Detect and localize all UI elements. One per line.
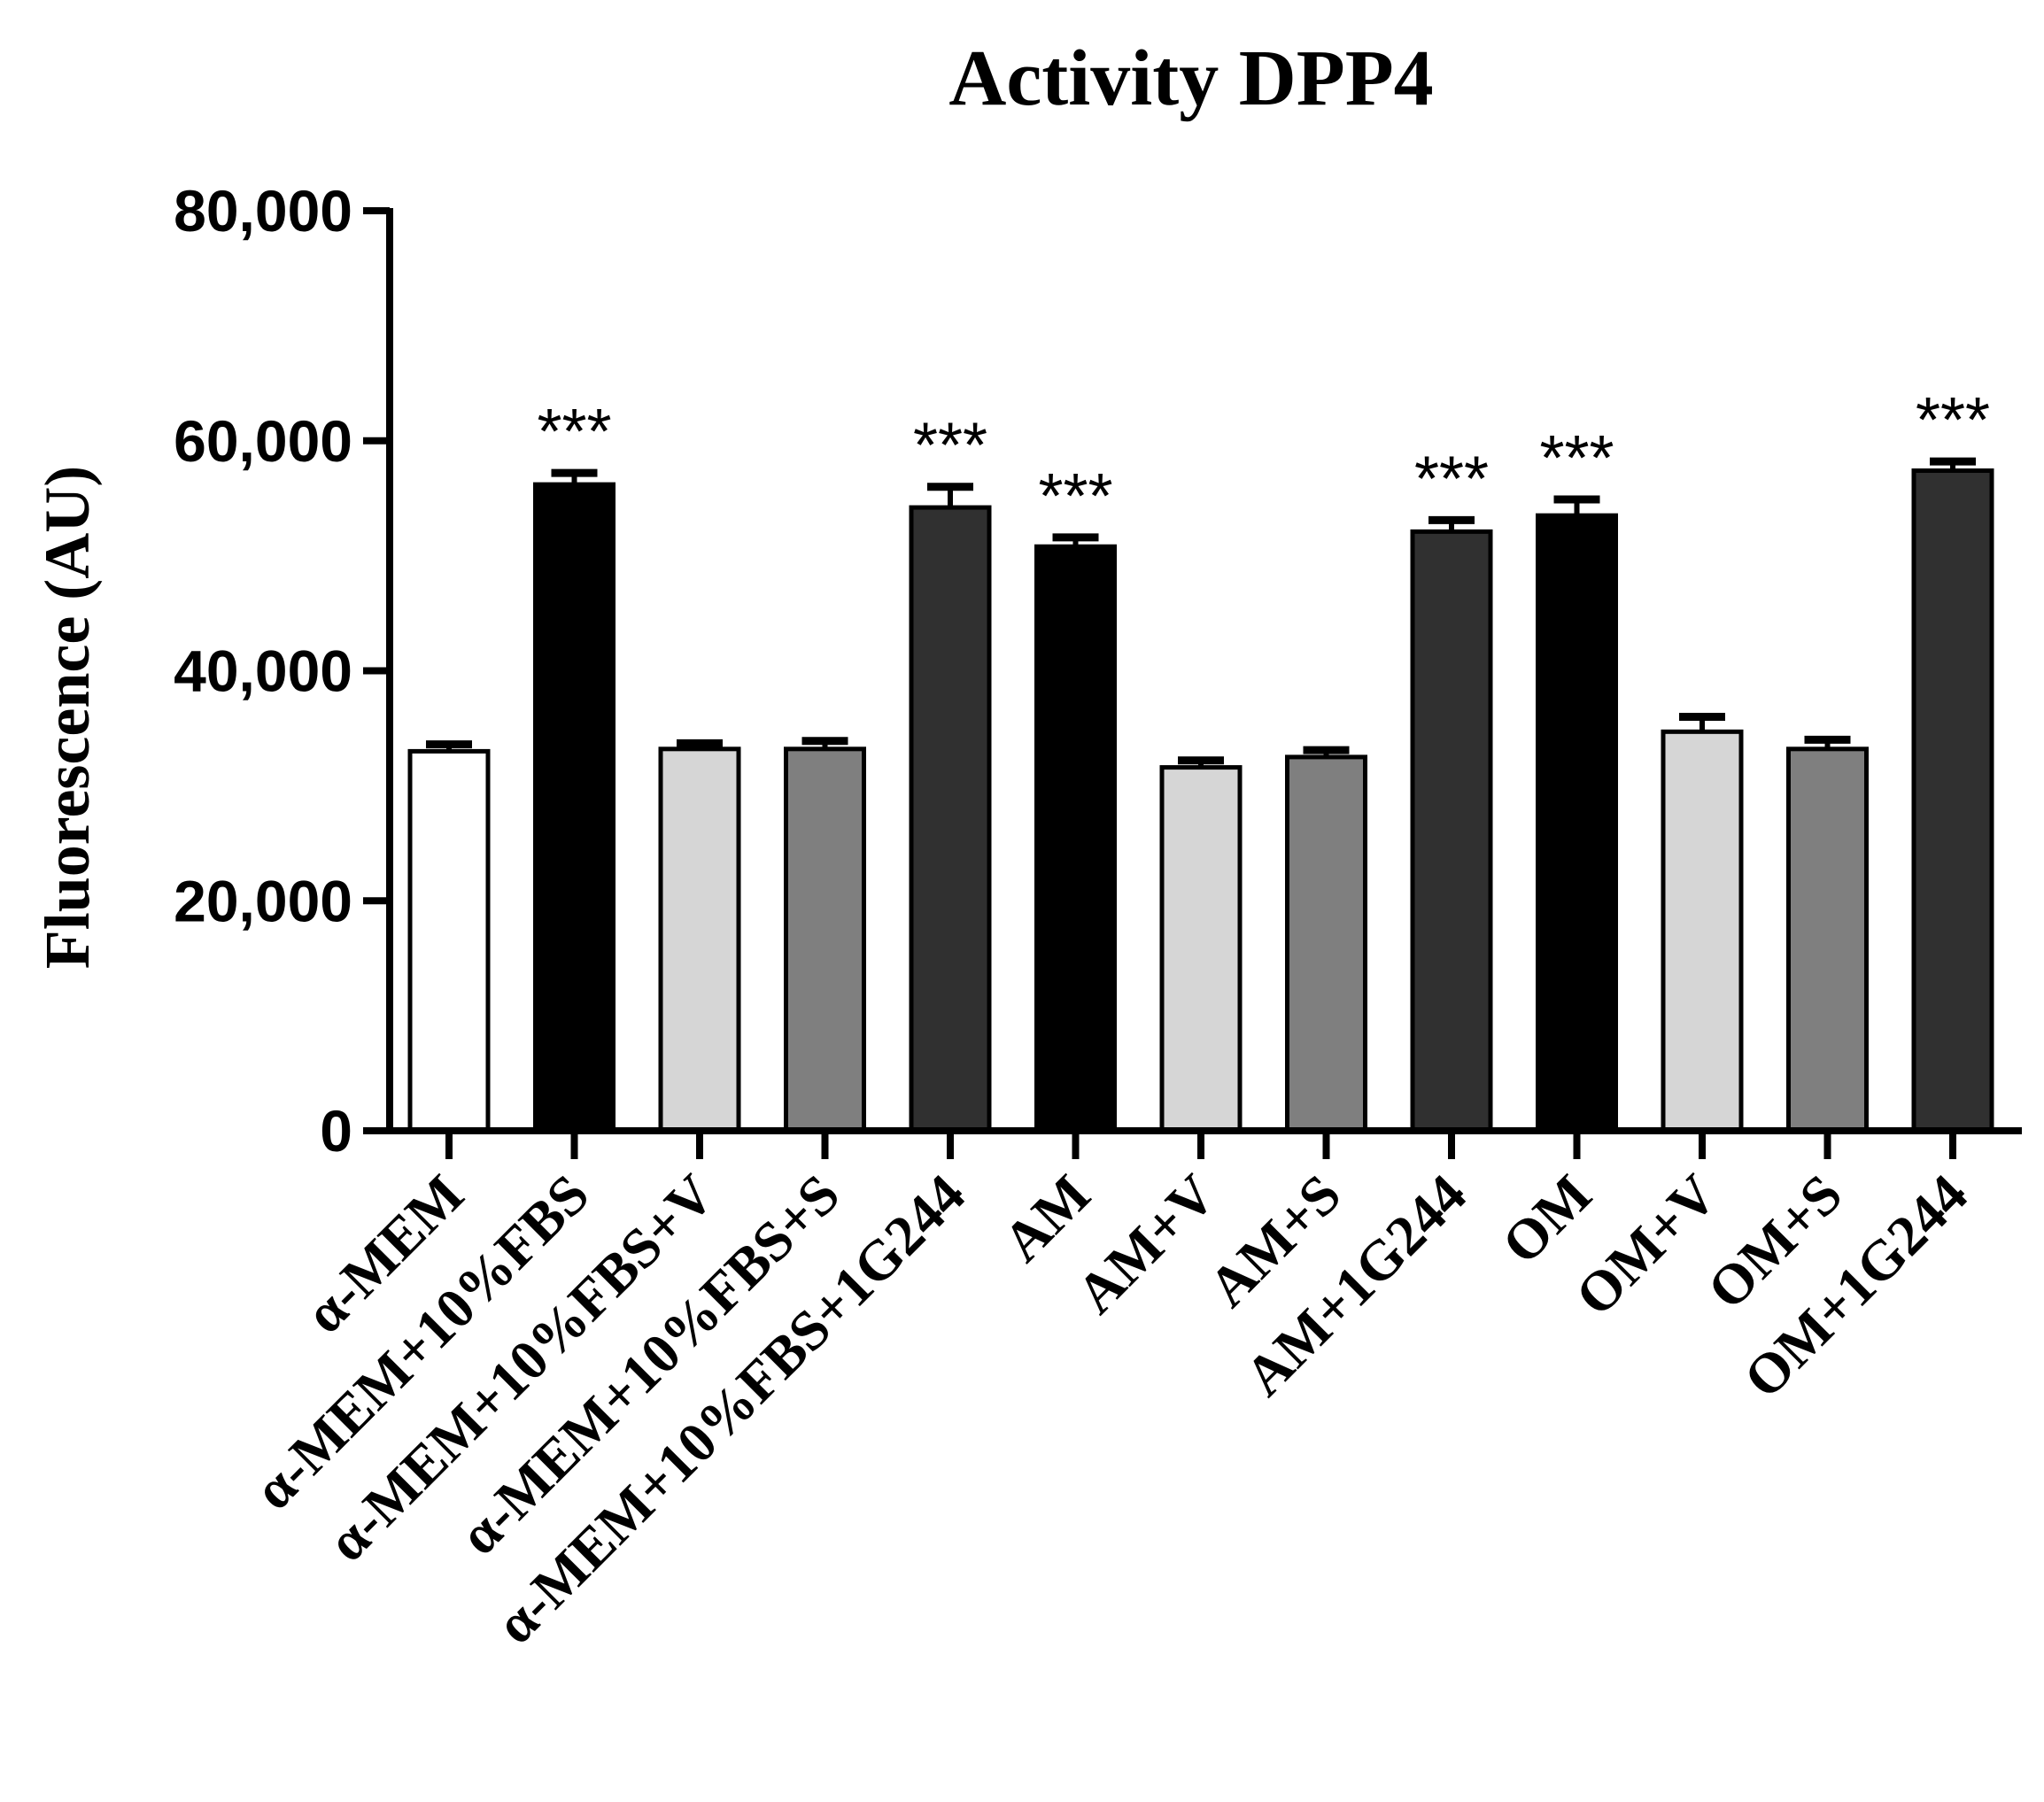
y-axis: 0 20,000 40,000 60,000 80,000 <box>174 178 393 1164</box>
bar <box>407 748 491 1133</box>
y-tick-label: 0 <box>320 1098 352 1164</box>
bar <box>1410 529 1493 1133</box>
bar <box>1034 544 1117 1133</box>
significance-label: *** <box>1414 444 1489 514</box>
bar <box>1159 765 1243 1133</box>
y-tick-label: 40,000 <box>174 638 352 704</box>
significance-label: *** <box>913 411 987 482</box>
bar <box>1285 754 1367 1133</box>
bars: *** *** *** *** *** *** <box>407 385 1994 1133</box>
x-axis: α-MEMα-MEM+10%FBSα-MEM+10%FBS+Vα-MEM+10%… <box>242 1127 2022 1656</box>
bar <box>1911 468 1994 1133</box>
significance-label: *** <box>1038 461 1112 532</box>
x-tick-label: AM <box>991 1163 1103 1274</box>
bar <box>1786 746 1869 1133</box>
significance-label: *** <box>1539 423 1614 494</box>
x-tick-label: OM <box>1490 1163 1603 1276</box>
bar <box>784 746 866 1133</box>
bar <box>1536 513 1618 1133</box>
bar <box>533 482 616 1133</box>
y-tick-label: 20,000 <box>174 868 352 933</box>
bar <box>1661 729 1744 1133</box>
y-tick-label: 60,000 <box>174 408 352 474</box>
significance-label: *** <box>1916 385 1990 456</box>
y-axis-label: Fluorescence (AU) <box>32 466 103 969</box>
chart-title: Activity DPP4 <box>948 35 1433 122</box>
significance-label: *** <box>537 397 611 468</box>
x-tick-label: AM+V <box>1065 1163 1227 1326</box>
x-tick-label: OM+V <box>1563 1163 1729 1328</box>
bar <box>909 505 992 1133</box>
bar <box>658 746 741 1133</box>
y-tick-label: 80,000 <box>174 178 352 244</box>
